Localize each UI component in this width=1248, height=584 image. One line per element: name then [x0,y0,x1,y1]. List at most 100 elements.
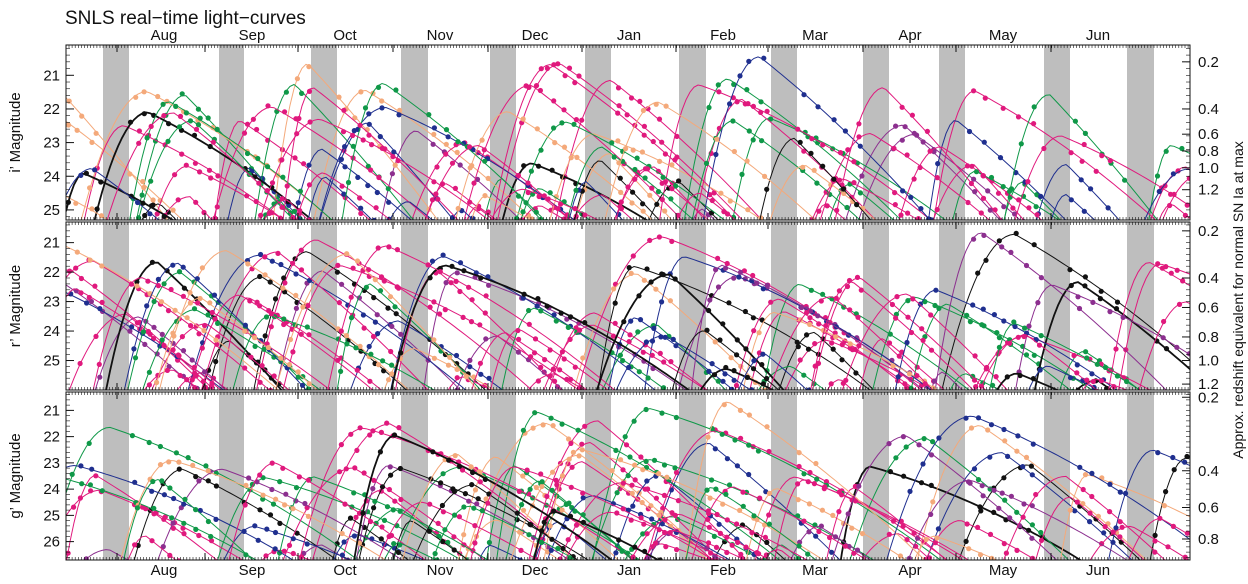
observation-point [1008,493,1015,499]
light-curve-1-70 [92,277,331,390]
observation-point [963,415,969,421]
observation-point [372,498,378,504]
observation-point [180,264,186,270]
light-curve-0-55 [492,63,736,220]
observation-point [538,364,544,370]
observation-point [746,128,752,134]
observation-point [545,196,551,202]
observation-point [466,144,473,150]
observation-point [360,267,366,273]
observation-point [1089,493,1095,500]
observation-point [341,107,347,113]
observation-point [242,328,248,334]
observation-point [479,137,485,143]
observation-point [461,140,467,146]
observation-point [1119,524,1125,530]
observation-point [454,366,460,372]
observation-point [1007,340,1013,346]
observation-point [470,469,476,476]
observation-point [805,346,812,352]
month-label-bottom-jun: Jun [1086,562,1110,579]
observation-point [476,560,481,565]
observation-point [1087,519,1093,525]
observation-point [766,448,772,455]
redshift-tick-label-0-1.0: 1.0 [1198,160,1219,177]
month-label-bottom-oct: Oct [333,562,357,579]
observation-point [758,109,764,115]
light-curve-0-87 [1144,168,1190,220]
observation-point [272,546,278,552]
observation-point [808,150,814,156]
observation-point [347,515,354,521]
observation-point [751,513,757,519]
observation-point [672,512,678,519]
observation-point [138,392,143,397]
observation-point [610,333,617,339]
observation-point [132,355,139,361]
observation-point [738,551,744,558]
y-axis-label-0: i’ Magnitude [7,92,24,172]
observation-point [348,294,354,300]
observation-point [812,341,818,347]
observation-point [264,526,270,532]
month-label-top-apr: Apr [898,27,921,44]
observation-point [854,202,860,208]
observation-point [526,321,532,327]
observation-point [996,335,1003,341]
observation-point [375,84,382,90]
observation-point [306,162,312,168]
observation-point [353,514,359,521]
observation-point [625,184,631,190]
observation-point [173,390,178,395]
observation-point [971,176,977,182]
month-label-bottom-mar: Mar [802,562,828,579]
observation-point [284,183,290,189]
observation-point [621,319,627,325]
observation-point [209,380,215,386]
observation-point [758,99,764,105]
observation-point [477,479,483,485]
observation-point [731,148,738,155]
observation-point [84,300,90,306]
observation-point [653,286,659,292]
observation-point [372,277,378,283]
observation-point [1012,323,1018,330]
observation-point [628,517,634,523]
observation-point [612,320,618,326]
observation-point [629,200,635,206]
observation-point [902,124,908,130]
observation-point [808,287,815,293]
light-curve-0-66 [137,120,295,220]
light-curve-1-12 [949,373,1001,390]
month-label-bottom-aug: Aug [151,562,178,579]
light-curve-0-25 [1036,163,1120,220]
observation-point [623,146,629,152]
month-label-bottom-may: May [989,562,1018,579]
observation-point [1021,333,1027,340]
observation-point [968,425,975,431]
observation-point [181,520,187,526]
observation-point [386,486,392,493]
light-curve-0-34 [692,208,716,220]
observation-point [448,280,454,286]
observation-point [467,165,473,171]
observation-point [172,172,178,178]
light-curve-2-76 [127,535,177,560]
observation-point [827,534,833,541]
light-curve-1-77 [699,367,775,390]
observation-point [294,76,300,82]
observation-point [723,364,729,371]
observation-point [570,449,577,455]
observation-point [1182,459,1188,465]
observation-point [159,221,164,226]
observation-point [525,180,531,186]
observation-point [627,332,633,338]
gap-band-0-11 [1127,45,1154,220]
observation-point [367,378,373,384]
observation-point [729,542,735,548]
observation-point [190,462,196,468]
observation-point [388,472,394,478]
observation-point [143,506,149,512]
observation-point [654,201,660,207]
gap-band-1-2 [311,222,337,390]
